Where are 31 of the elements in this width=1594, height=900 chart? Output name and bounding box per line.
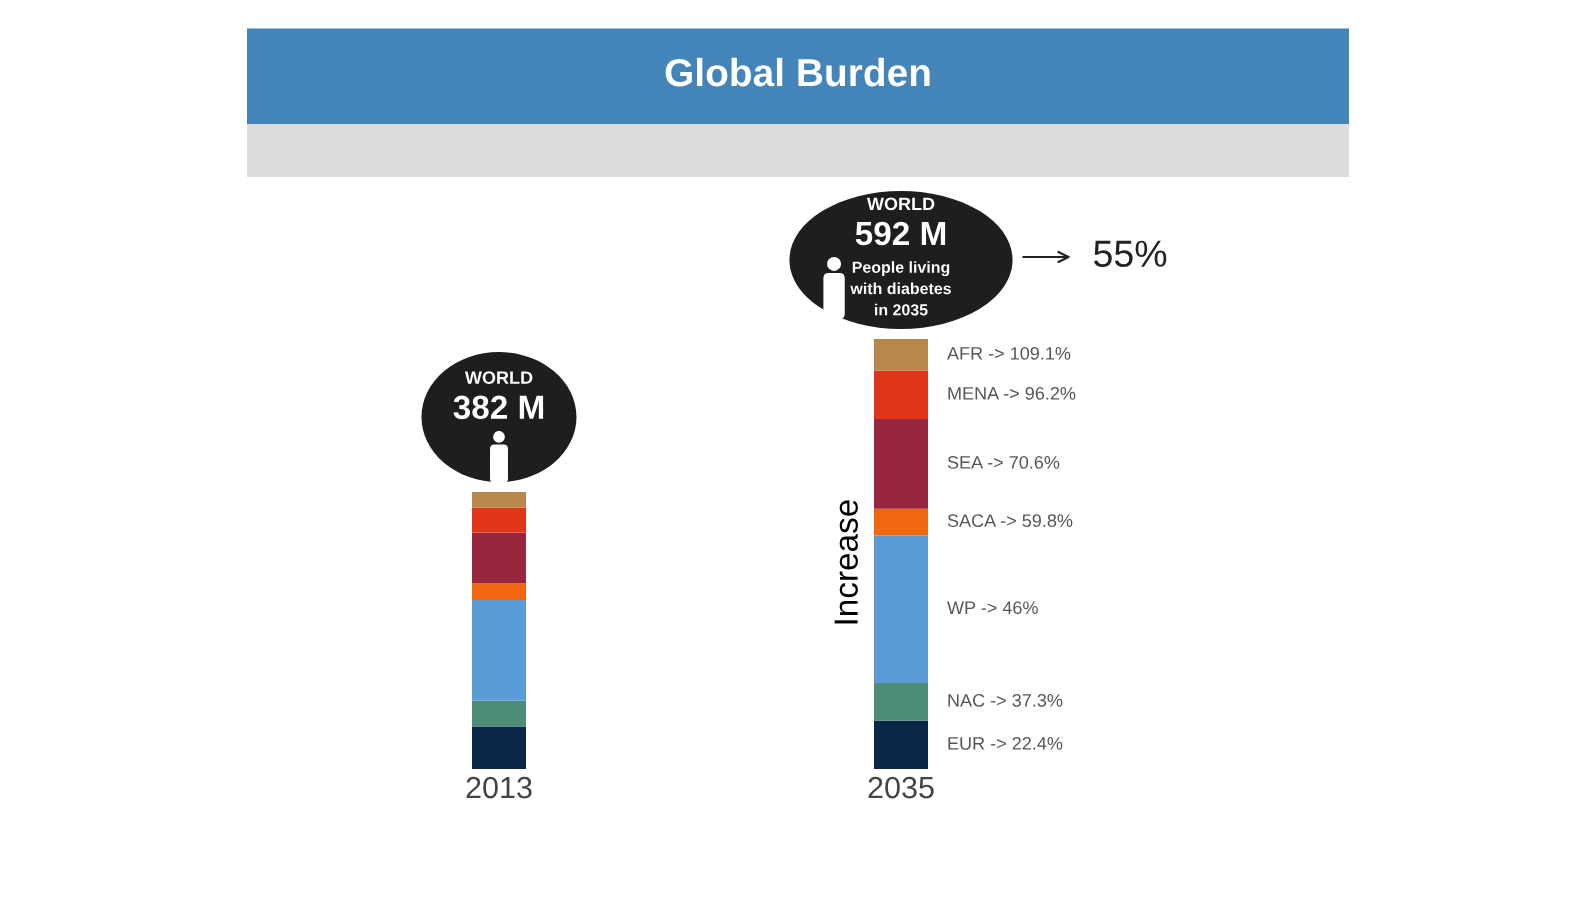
text: People living with diabetes in 2035	[850, 261, 951, 316]
bar	[472, 492, 526, 508]
series-label: EUR -> 22.4%	[948, 736, 1063, 750]
text: 55%	[1094, 240, 1167, 268]
series-label: AFR -> 109.1%	[947, 346, 1071, 360]
text: 592 M	[855, 221, 946, 246]
series-label: SACA -> 59.8%	[947, 514, 1073, 528]
bar	[472, 583, 526, 601]
series-label: SEA -> 70.6%	[947, 455, 1060, 469]
bar	[874, 370, 928, 419]
bar	[874, 418, 928, 509]
bar	[472, 700, 526, 727]
bar	[874, 720, 928, 769]
annotation: WORLD	[464, 371, 533, 385]
bar	[472, 600, 526, 701]
bar	[874, 535, 928, 683]
text: WORLD	[866, 197, 935, 211]
x-tick-label: 2013	[466, 776, 532, 799]
bar	[874, 508, 928, 536]
series-label: NAC -> 37.3%	[948, 693, 1063, 707]
series-label: WP -> 46%	[947, 601, 1038, 615]
bar	[472, 507, 526, 533]
bar	[874, 339, 928, 371]
annotation: Increase	[834, 500, 858, 624]
bar	[472, 532, 526, 584]
bar	[874, 683, 928, 721]
chart-title: Global Burden	[665, 57, 930, 87]
x-tick-label: 2035	[868, 776, 934, 799]
series-label: MENA -> 96.2%	[948, 386, 1076, 400]
bar	[472, 726, 526, 769]
annotation: 382 M	[453, 395, 544, 420]
